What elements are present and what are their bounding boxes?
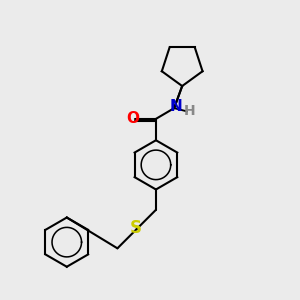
Text: S: S — [130, 219, 142, 237]
Text: O: O — [126, 111, 139, 126]
Text: N: N — [170, 100, 183, 115]
Text: H: H — [184, 104, 195, 118]
